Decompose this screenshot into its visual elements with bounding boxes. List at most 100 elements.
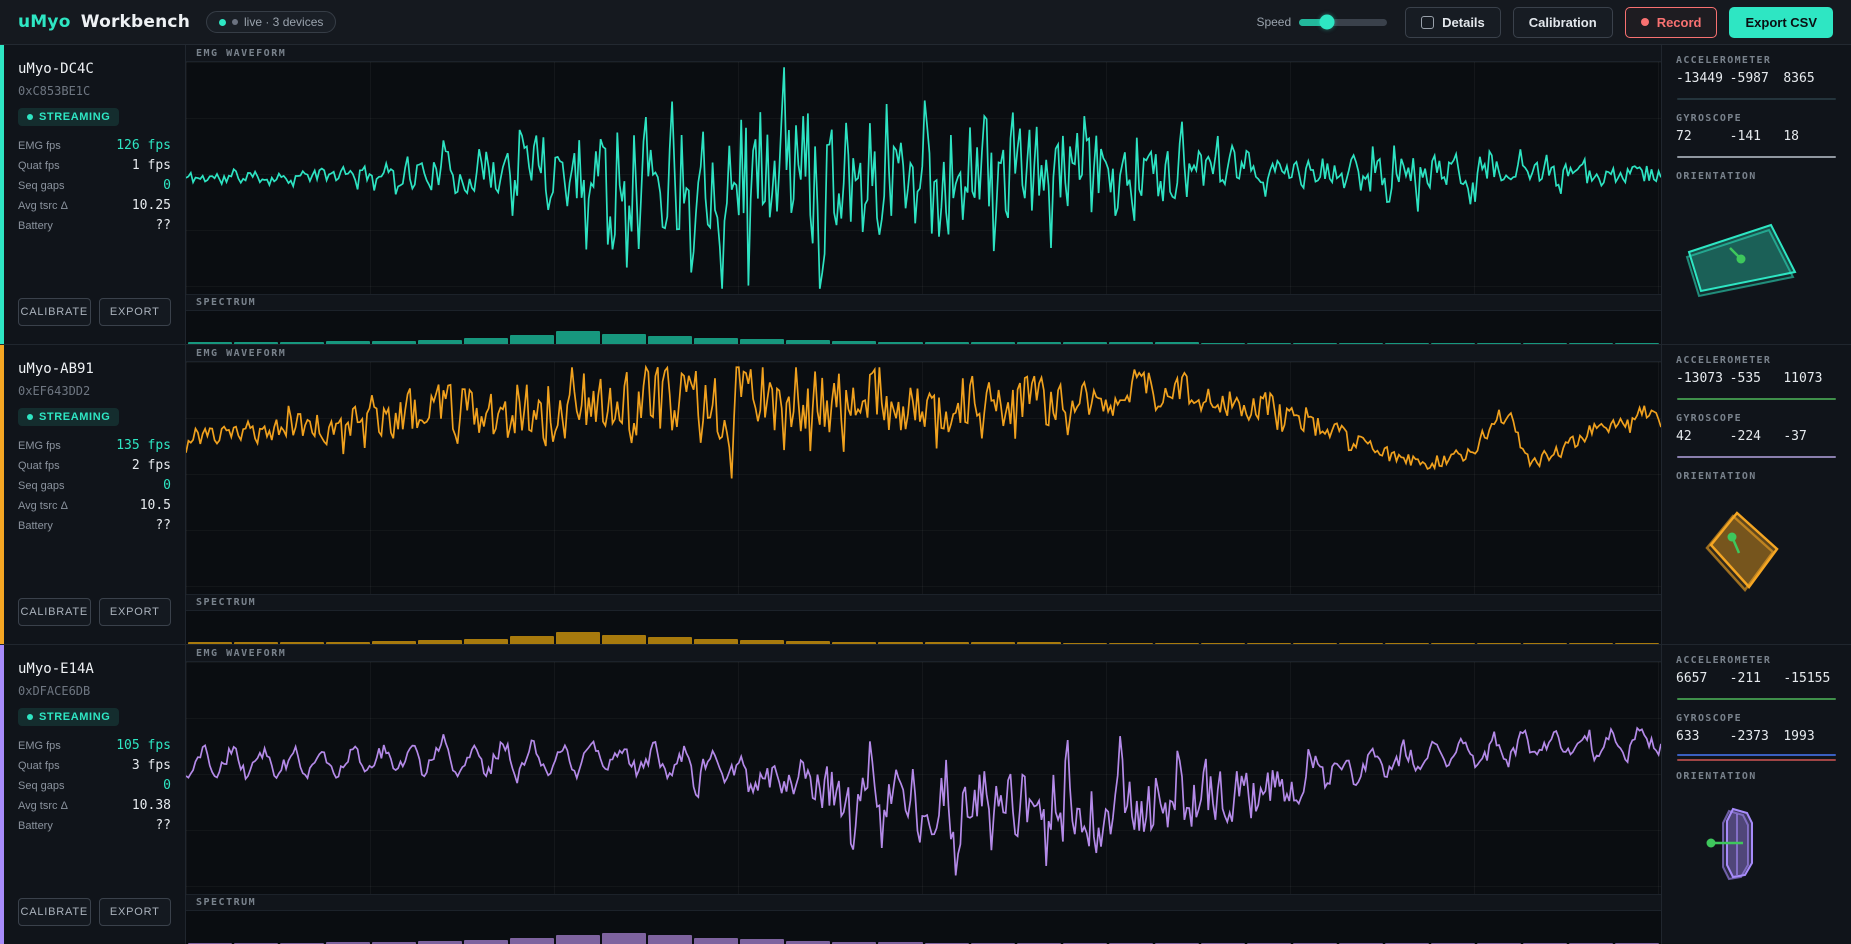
spectrum-band: SPECTRUM — [186, 594, 1661, 611]
spectrum-bar — [1568, 342, 1613, 344]
emg-waveform-label: EMG WAVEFORM — [196, 347, 287, 359]
spectrum-bar — [234, 342, 279, 344]
record-label: Record — [1656, 14, 1702, 30]
calibrate-button[interactable]: CALIBRATE — [18, 898, 91, 926]
header: uMyo Workbench live · 3 devices Speed De… — [0, 0, 1851, 45]
spectrum-label: SPECTRUM — [196, 297, 257, 308]
speed-label: Speed — [1256, 15, 1292, 29]
calibrate-button[interactable]: CALIBRATE — [18, 298, 91, 326]
stat-row: Quat fps 3 fps — [18, 758, 171, 773]
spectrum-bar — [280, 942, 325, 944]
spectrum-bar — [464, 338, 509, 344]
spectrum-bar — [1108, 342, 1153, 344]
accelerometer-sparkline — [1677, 695, 1836, 703]
stat-row: Battery?? — [18, 518, 171, 533]
stat-label: Battery — [18, 220, 53, 232]
details-label: Details — [1442, 14, 1485, 30]
device-address: 0xEF643DD2 — [18, 384, 91, 398]
device-stats: EMG fps 126 fps Quat fps 1 fps Seq gaps 0 Avg … — [18, 138, 171, 233]
spectrum-bar — [832, 641, 877, 644]
sparkline-trace — [1677, 758, 1836, 761]
spectrum-bar — [1062, 342, 1107, 344]
stat-label: Battery — [18, 520, 53, 532]
spectrum-bar — [1016, 642, 1061, 644]
spectrum-band: SPECTRUM — [186, 894, 1661, 911]
spectrum-bar — [1200, 642, 1245, 644]
spectrum-band: SPECTRUM — [186, 294, 1661, 311]
streaming-label: STREAMING — [39, 111, 111, 123]
stat-value: 10.5 — [139, 498, 171, 513]
spectrum-bar — [556, 935, 601, 944]
spectrum-bar — [648, 935, 693, 944]
spectrum-chart — [186, 611, 1661, 644]
spectrum-bar — [970, 642, 1015, 644]
details-button[interactable]: Details — [1405, 6, 1501, 38]
spectrum-bar — [1522, 342, 1567, 344]
spectrum-bar — [1292, 642, 1337, 644]
sparkline-trace — [1677, 398, 1836, 400]
stat-label: EMG fps — [18, 140, 61, 152]
sparkline-trace — [1677, 156, 1836, 158]
export-csv-button[interactable]: Export CSV — [1729, 6, 1833, 38]
device-imu-panel: ACCELEROMETER 6657 -211 -15155 GYROSCOPE 6… — [1661, 645, 1851, 944]
device-stats: EMG fps 105 fps Quat fps 3 fps Seq gaps 0 Avg … — [18, 738, 171, 833]
app-title: uMyo Workbench — [18, 12, 190, 32]
spectrum-label: SPECTRUM — [196, 897, 257, 908]
sparkline-trace — [1677, 98, 1836, 100]
orientation-label: ORIENTATION — [1676, 171, 1757, 182]
streaming-label: STREAMING — [39, 711, 111, 723]
spectrum-bar — [372, 942, 417, 944]
speed-slider-thumb[interactable] — [1319, 14, 1335, 30]
app-title-brand: uMyo — [18, 12, 71, 32]
spectrum-bar — [1154, 642, 1199, 644]
spectrum-bar — [1246, 342, 1291, 344]
stat-value: 2 fps — [131, 458, 171, 473]
spectrum-bar — [1568, 643, 1613, 644]
device-sidebar: uMyo-DC4C 0xC853BE1C STREAMING EMG fps 12… — [0, 45, 186, 344]
streaming-dot-icon — [27, 114, 33, 120]
spectrum-bar — [878, 341, 923, 344]
details-checkbox[interactable] — [1421, 15, 1435, 29]
record-dot-icon — [1640, 18, 1649, 26]
device-imu-panel: ACCELEROMETER -13073 -535 11073 GYROSCOPE … — [1661, 345, 1851, 644]
emg-waveform-label: EMG WAVEFORM — [196, 647, 287, 659]
vector-value: 42 — [1676, 429, 1692, 444]
record-button[interactable]: Record — [1624, 6, 1718, 38]
emg-trace — [186, 367, 1661, 478]
spectrum-bar — [1292, 342, 1337, 344]
export-csv-label: Export CSV — [1745, 14, 1817, 30]
export-button[interactable]: EXPORT — [98, 298, 171, 326]
device-actions: CALIBRATE EXPORT — [18, 898, 171, 926]
vector-value: -5987 — [1729, 71, 1769, 86]
spectrum-bar — [188, 342, 233, 344]
orientation-view — [1676, 482, 1837, 634]
vector-value: -2373 — [1729, 729, 1769, 744]
calibrate-button[interactable]: CALIBRATE — [18, 598, 91, 626]
vector-value: -535 — [1729, 371, 1761, 386]
stat-value: 126 fps — [116, 138, 171, 153]
spectrum-bar — [1108, 642, 1153, 644]
spectrum-bar — [924, 341, 969, 344]
device-name: uMyo-E14A — [18, 661, 94, 677]
device-row-dc4c: uMyo-DC4C 0xC853BE1C STREAMING EMG fps 12… — [0, 45, 1851, 345]
device-row-e14a: uMyo-E14A 0xDFACE6DB STREAMING EMG fps 10… — [0, 645, 1851, 944]
spectrum-bar — [1614, 643, 1659, 644]
spectrum-bar — [1338, 342, 1383, 344]
gyroscope-values: 633 -2373 1993 — [1676, 729, 1837, 744]
gyroscope-values: 72 -141 18 — [1676, 129, 1837, 144]
export-button[interactable]: EXPORT — [98, 598, 171, 626]
calibration-button[interactable]: Calibration — [1512, 6, 1613, 38]
export-button[interactable]: EXPORT — [98, 898, 171, 926]
stat-label: Battery — [18, 820, 53, 832]
stat-label: Avg tsrc Δ — [18, 200, 68, 212]
stat-value: 1 fps — [131, 158, 171, 173]
gyroscope-label: GYROSCOPE — [1676, 713, 1742, 724]
vector-value: -13449 — [1676, 71, 1723, 86]
spectrum-bar — [1476, 643, 1521, 644]
stat-value: 0 — [163, 778, 171, 793]
device-actions: CALIBRATE EXPORT — [18, 298, 171, 326]
spectrum-bar — [188, 942, 233, 944]
speed-slider[interactable] — [1299, 14, 1388, 30]
spectrum-bar — [372, 641, 417, 644]
device-imu-panel: ACCELEROMETER -13449 -5987 8365 GYROSCOPE … — [1661, 45, 1851, 344]
